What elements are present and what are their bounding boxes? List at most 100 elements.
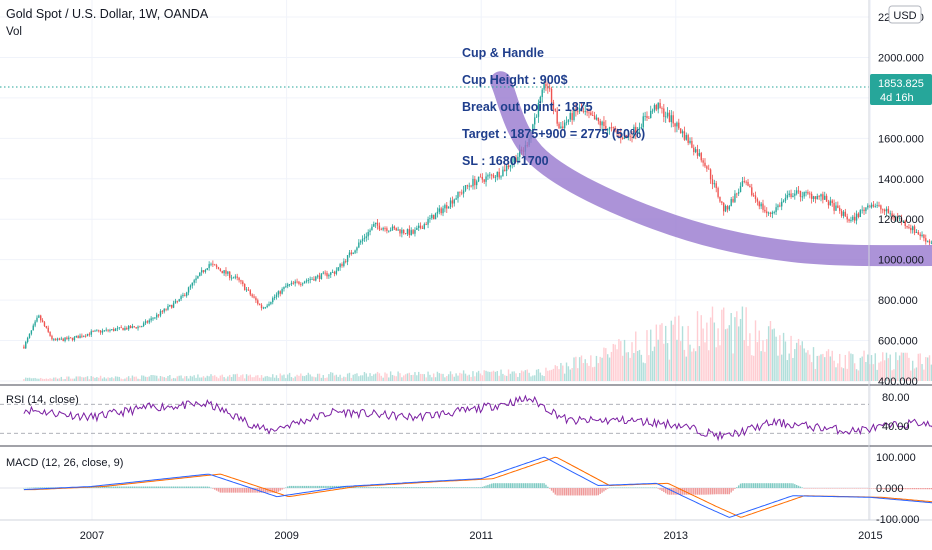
volume-bar — [863, 350, 865, 381]
macd-histogram-bar — [212, 488, 214, 489]
macd-histogram-bar — [719, 488, 721, 495]
volume-bar — [388, 377, 390, 381]
volume-bar — [693, 348, 695, 381]
volume-bar — [230, 377, 233, 381]
volume-bar — [208, 376, 210, 381]
volume-bar — [663, 343, 665, 381]
macd-histogram-bar — [150, 486, 152, 488]
volume-bar — [764, 351, 766, 381]
macd-histogram-bar — [489, 484, 491, 488]
volume-bar — [784, 341, 787, 381]
volume-bar — [144, 376, 147, 381]
macd-histogram-bar — [96, 487, 98, 488]
candle-body — [693, 147, 695, 153]
candle-body — [453, 199, 455, 204]
macd-histogram-bar — [882, 488, 884, 490]
candle-body — [101, 330, 104, 333]
candle-body — [545, 83, 547, 87]
volume-bar — [868, 364, 871, 381]
volume-bar — [739, 318, 742, 381]
volume-bar — [489, 371, 491, 381]
macd-histogram-bar — [38, 487, 40, 488]
volume-bar — [101, 378, 104, 381]
candle-body — [346, 255, 349, 262]
macd-histogram-bar — [889, 488, 891, 490]
candle-body — [844, 211, 847, 217]
macd-histogram-bar — [507, 483, 510, 488]
volume-bar — [882, 352, 884, 381]
candle-body — [928, 240, 931, 243]
volume-bar — [666, 343, 669, 381]
macd-histogram-bar — [741, 483, 744, 488]
volume-bar — [373, 374, 375, 381]
macd-histogram-bar — [485, 485, 487, 488]
macd-histogram-bar — [635, 487, 637, 488]
candle-body — [142, 323, 145, 326]
volume-bar — [315, 377, 317, 381]
macd-histogram-bar — [913, 488, 916, 490]
price-tick-label: 2000.000 — [878, 52, 924, 64]
volume-bar — [651, 351, 654, 381]
volume-bar — [704, 342, 706, 381]
candle-body — [73, 337, 76, 341]
volume-bar — [623, 339, 626, 381]
volume-bar — [810, 362, 813, 381]
volume-bar — [148, 376, 150, 381]
candle-body — [212, 263, 214, 265]
price-tick-label: 1400.000 — [878, 174, 924, 186]
volume-bar — [700, 315, 702, 381]
volume-bar — [601, 357, 603, 381]
volume-bar — [320, 377, 323, 381]
volume-bar — [339, 374, 341, 381]
macd-histogram-bar — [754, 483, 757, 488]
macd-histogram-bar — [887, 488, 890, 490]
macd-histogram-bar — [614, 487, 616, 488]
cup-drawing[interactable] — [490, 71, 932, 267]
macd-histogram-bar — [200, 486, 203, 488]
candle-body — [644, 115, 646, 117]
macd-histogram-bar — [316, 485, 319, 488]
macd-histogram-bar — [384, 487, 386, 488]
macd-histogram-bar — [444, 487, 446, 488]
volume-bar — [865, 361, 867, 381]
macd-histogram-bar — [234, 488, 237, 493]
macd-histogram-bar — [562, 488, 564, 496]
volume-bar — [893, 369, 895, 381]
candle-body — [397, 229, 399, 231]
macd-histogram-bar — [855, 488, 858, 489]
candle-body — [741, 181, 744, 187]
currency-button[interactable]: USD — [888, 5, 922, 24]
candle-body — [650, 110, 652, 118]
macd-histogram-bar — [874, 488, 876, 489]
candle-body — [766, 211, 768, 214]
candle-body — [827, 201, 830, 206]
candle-body — [356, 247, 358, 251]
candle-body — [723, 202, 725, 212]
macd-histogram-bar — [925, 488, 927, 490]
macd-histogram-bar — [487, 484, 489, 488]
candle-body — [483, 179, 485, 182]
candle-body — [490, 174, 493, 176]
volume-bar — [421, 374, 424, 381]
volume-bar — [165, 377, 167, 381]
macd-histogram-bar — [515, 483, 517, 488]
candle-body — [25, 341, 27, 349]
candle-body — [288, 284, 291, 285]
macd-histogram-bar — [859, 488, 861, 489]
macd-histogram-bar — [820, 488, 822, 489]
macd-histogram-bar — [283, 488, 285, 489]
volume-bar — [852, 354, 854, 381]
macd-histogram-bar — [410, 487, 412, 488]
macd-histogram-bar — [629, 487, 631, 488]
candle-body — [358, 242, 360, 248]
volume-bar — [124, 378, 126, 381]
candle-body — [300, 283, 302, 285]
macd-histogram-bar — [588, 488, 590, 496]
macd-histogram-bar — [34, 487, 36, 488]
macd-histogram-bar — [782, 483, 785, 488]
macd-histogram-bar — [223, 488, 225, 493]
candle-body — [272, 298, 274, 303]
volume-bar — [552, 368, 555, 381]
volume-bar — [876, 369, 878, 381]
